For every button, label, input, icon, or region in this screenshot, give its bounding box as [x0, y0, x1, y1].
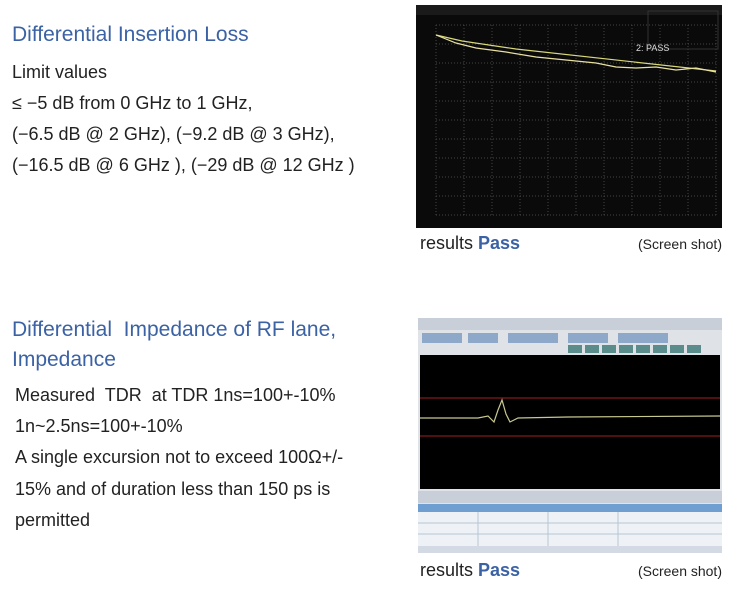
result-label: results [420, 233, 474, 253]
body-line: permitted [15, 510, 91, 530]
body-line: Measured TDR at TDR 1ns=100+-10% [15, 385, 336, 405]
body-line: (−16.5 dB @ 6 GHz ), (−29 dB @ 12 GHz ) [12, 155, 355, 175]
result-status: Pass [478, 560, 521, 580]
caption: (Screen shot) [637, 236, 722, 252]
annotation: 2: PASS [636, 43, 669, 53]
body-line: (−6.5 dB @ 2 GHz), (−9.2 dB @ 3 GHz), [12, 124, 335, 144]
body-line: 1n~2.5ns=100+-10% [15, 416, 183, 436]
result: results Pass [420, 560, 520, 581]
caption: (Screen shot) [637, 563, 722, 579]
body-line: 15% and of duration less than 150 ps is [15, 479, 331, 499]
result-status: Pass [478, 233, 521, 253]
section-title: Differential Insertion Loss [12, 23, 249, 46]
section-title: Differential Impedance of RF lane, [12, 318, 337, 341]
screenshot: 2: PASS [416, 5, 722, 228]
result-label: results [420, 560, 474, 580]
body-line: ≤ −5 dB from 0 GHz to 1 GHz, [12, 93, 253, 113]
body-line: Limit values [12, 62, 108, 82]
screenshot [418, 318, 722, 553]
body-line: A single excursion not to exceed 100Ω+/- [15, 447, 344, 467]
section-title: Impedance [12, 348, 116, 371]
result: results Pass [420, 233, 520, 254]
